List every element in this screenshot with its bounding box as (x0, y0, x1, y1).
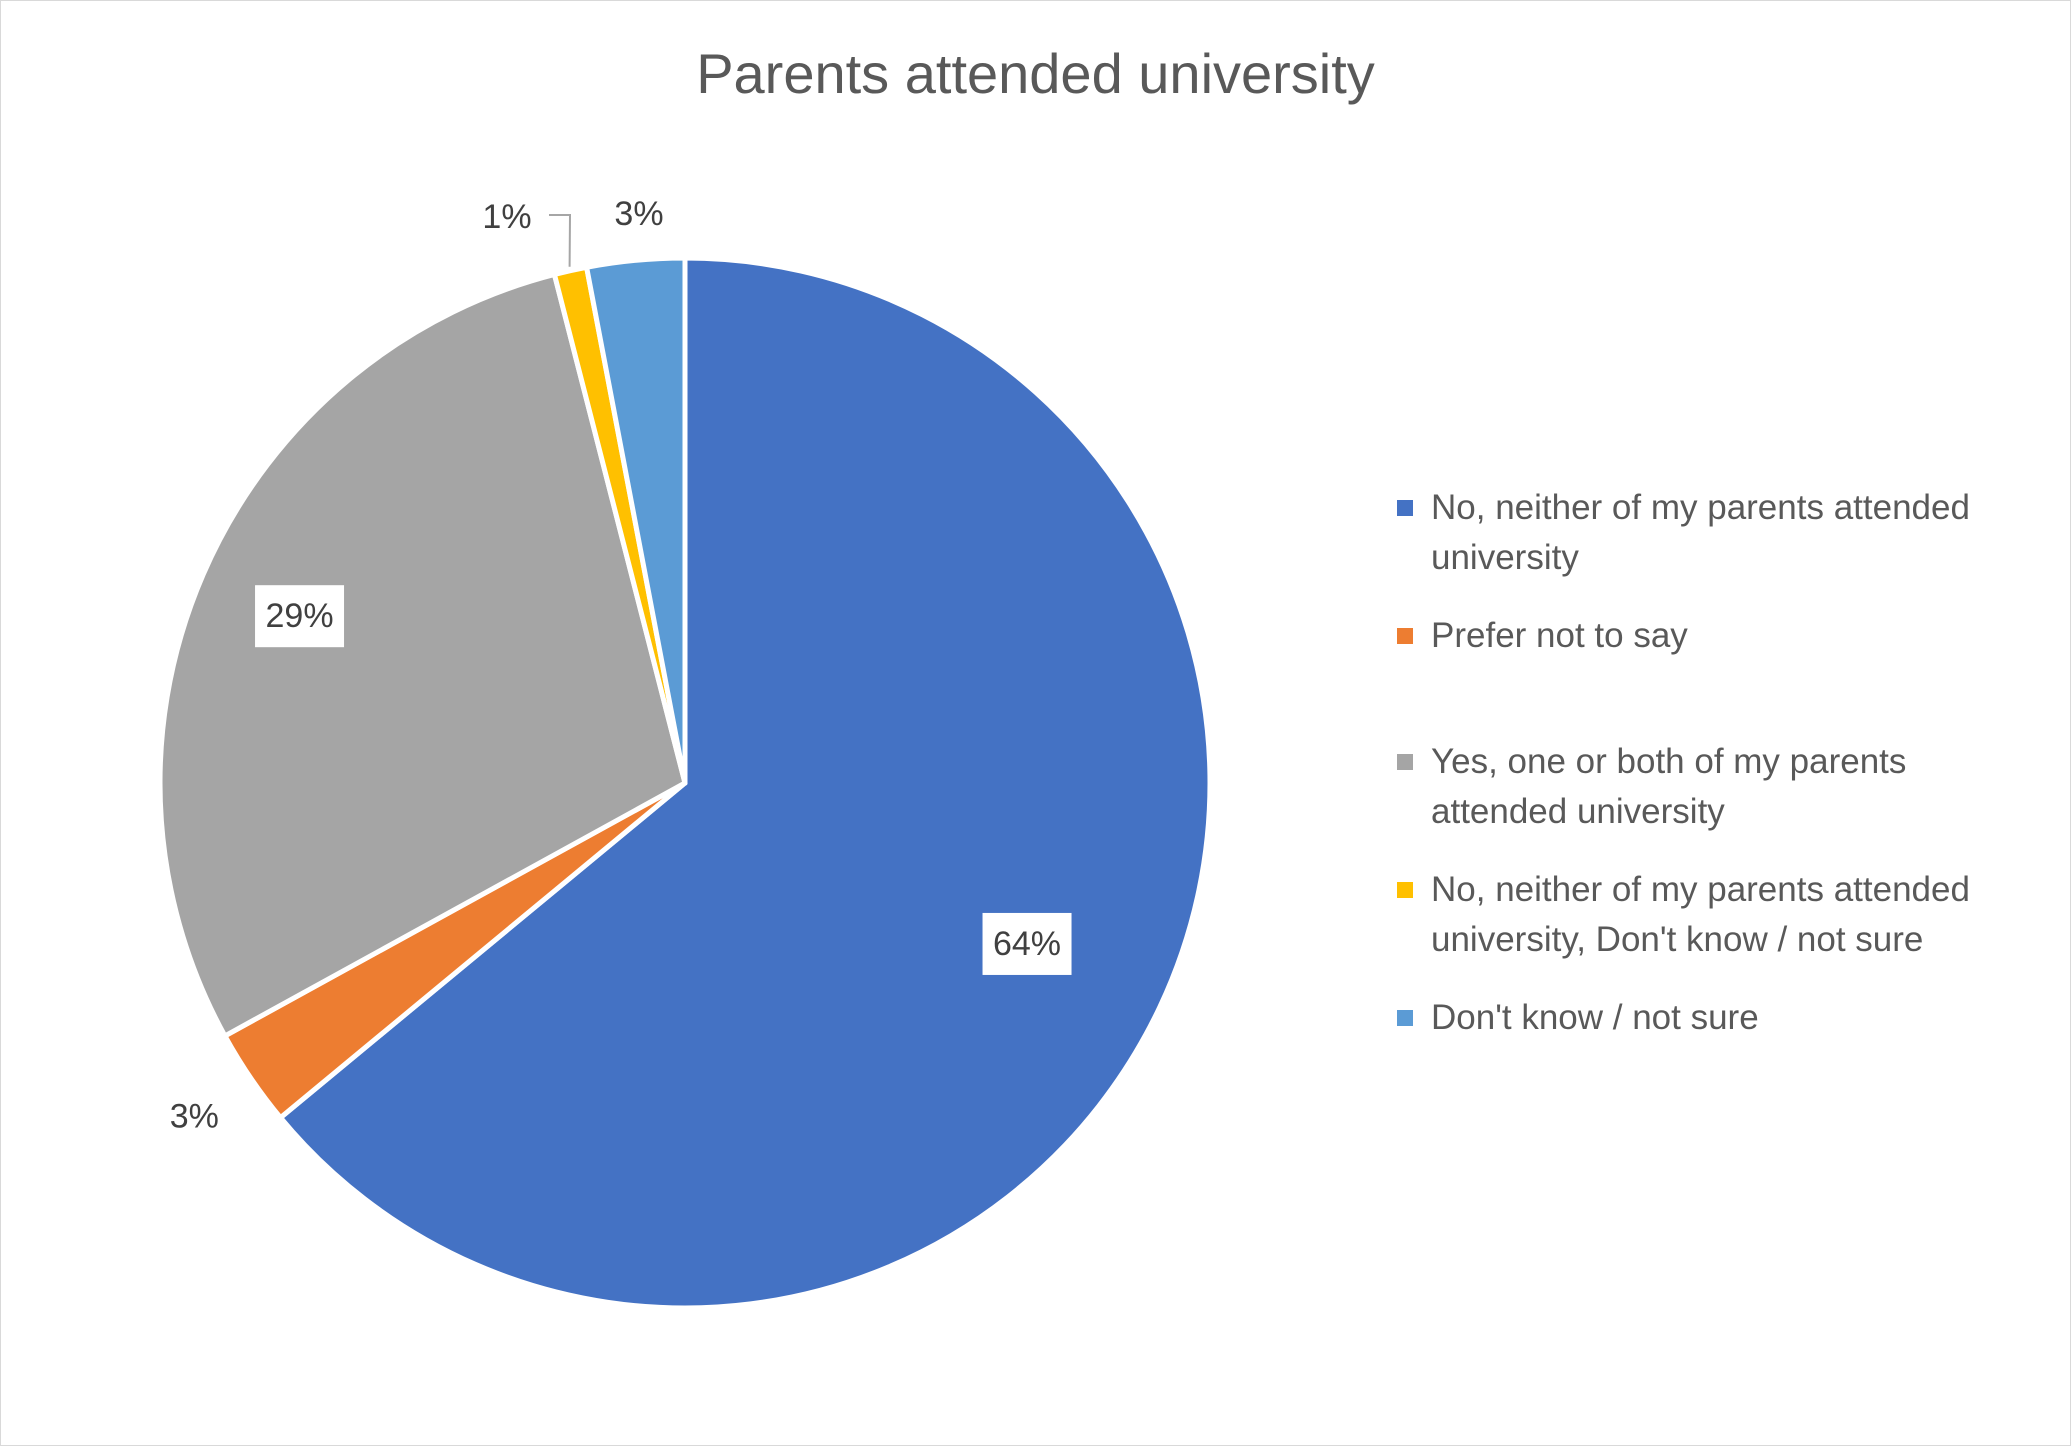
legend-item: Yes, one or both of my parents attended … (1397, 737, 2037, 837)
legend-item: No, neither of my parents attended unive… (1397, 865, 2037, 965)
legend-swatch (1397, 1010, 1413, 1026)
data-label: 1% (482, 198, 531, 236)
legend-item: Prefer not to say (1397, 611, 2037, 661)
legend-swatch (1397, 882, 1413, 898)
legend-item: Don't know / not sure (1397, 993, 2037, 1043)
data-label: 64% (993, 925, 1061, 963)
legend-swatch (1397, 754, 1413, 770)
legend-item: No, neither of my parents attended unive… (1397, 483, 2037, 583)
legend-swatch (1397, 500, 1413, 516)
pie-slice (584, 255, 688, 786)
legend: No, neither of my parents attended unive… (1397, 483, 2037, 1071)
data-label: 3% (614, 195, 663, 233)
chart-title: Parents attended university (696, 42, 1375, 105)
legend-label: No, neither of my parents attended unive… (1431, 488, 1970, 577)
data-label-box (255, 585, 345, 648)
legend-label: Yes, one or both of my parents attended … (1431, 742, 1907, 831)
pie-slice (277, 255, 1213, 1311)
data-label: 29% (266, 597, 334, 635)
legend-label: No, neither of my parents attended unive… (1431, 870, 1970, 959)
legend-label: Prefer not to say (1431, 616, 1688, 655)
data-label-box (982, 912, 1072, 975)
legend-swatch (1397, 628, 1413, 644)
pie-slice (157, 271, 688, 1039)
data-label: 3% (170, 1097, 219, 1135)
legend-label: Don't know / not sure (1431, 998, 1759, 1037)
leader-line (549, 214, 572, 267)
